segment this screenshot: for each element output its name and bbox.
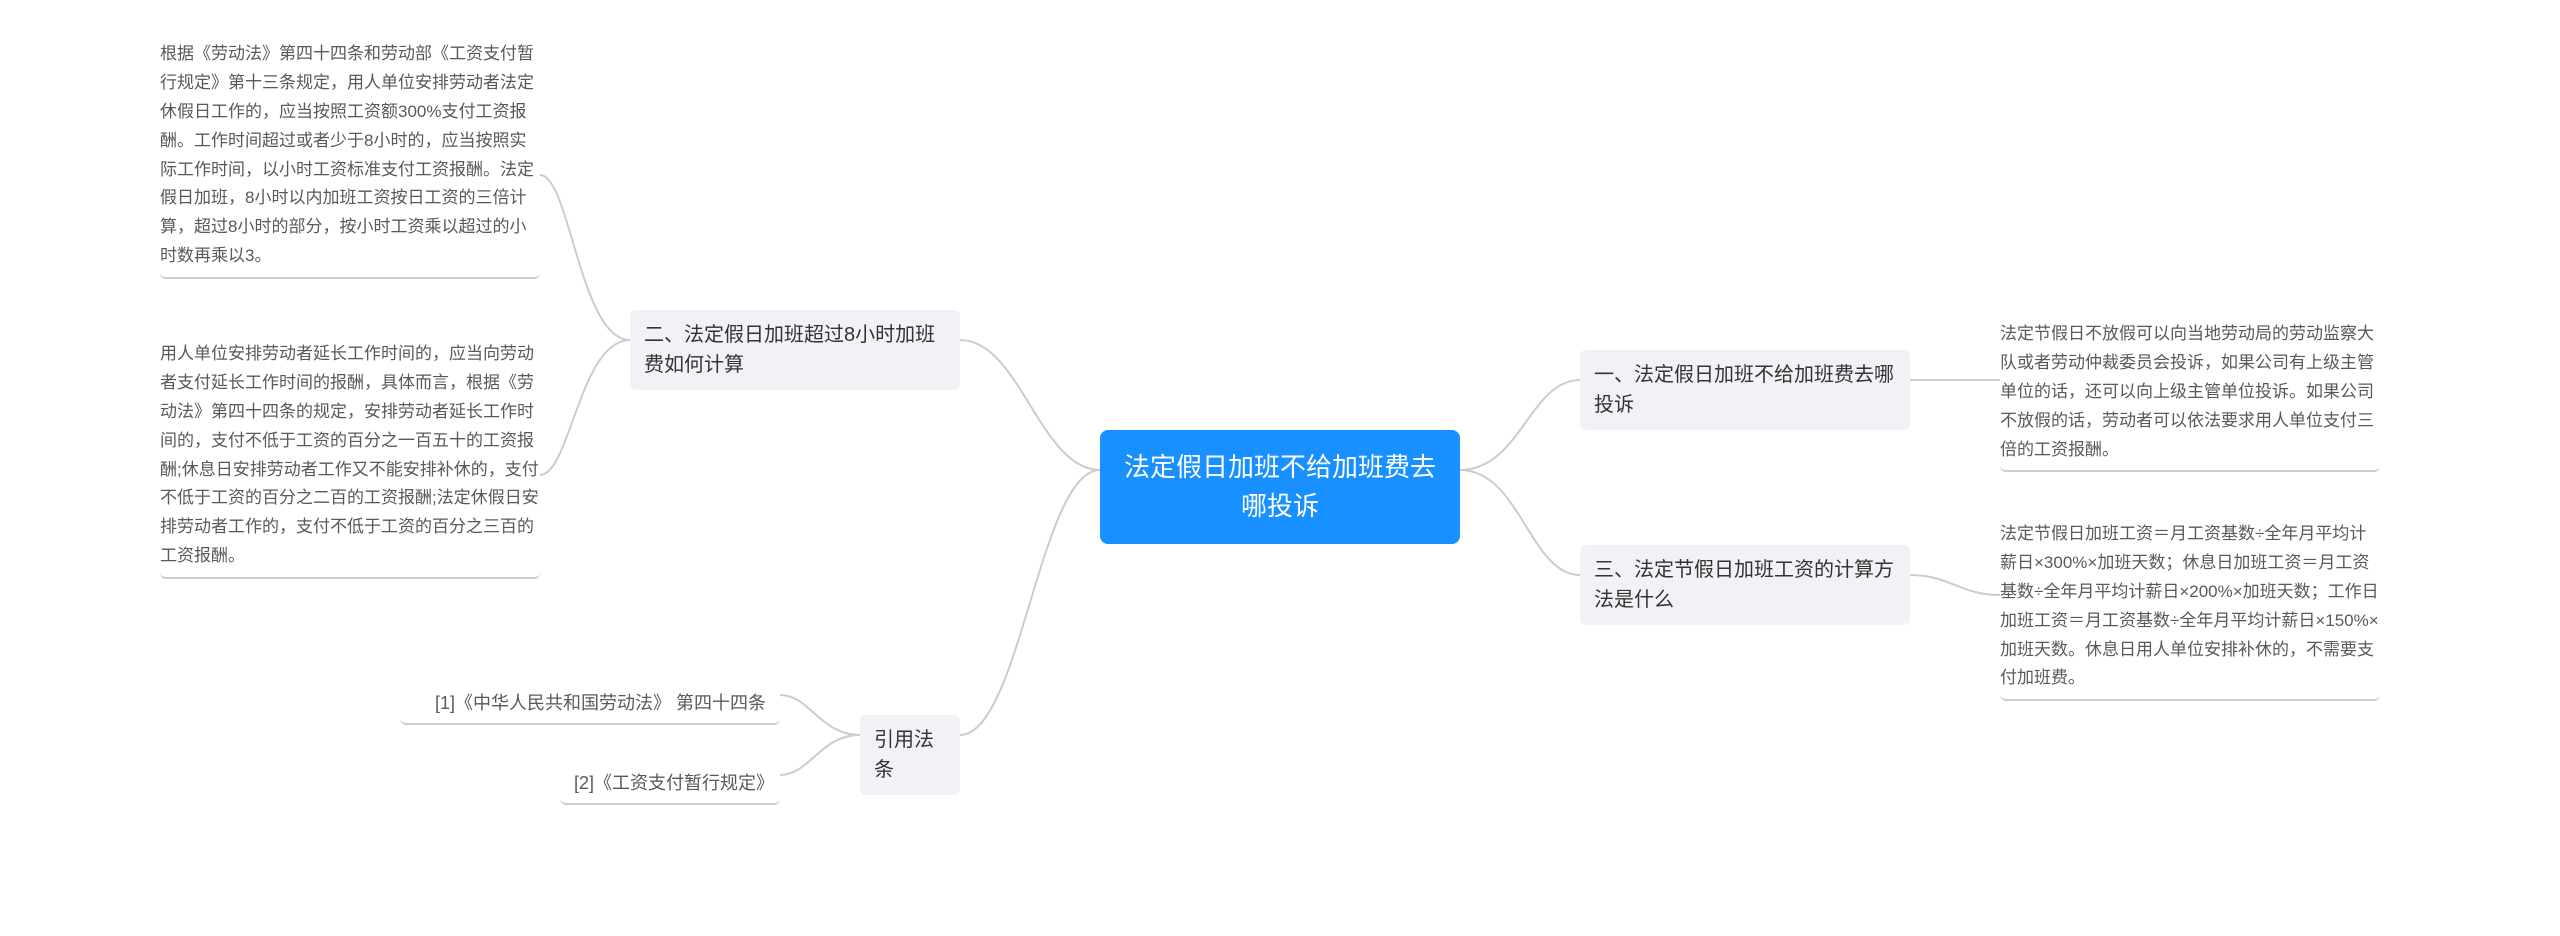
ref-1: [1]《中华人民共和国劳动法》 第四十四条 — [400, 680, 780, 725]
branch-ref: 引用法条 — [860, 715, 960, 795]
branch-2-leaf-2-text: 用人单位安排劳动者延长工作时间的，应当向劳动者支付延长工作时间的报酬，具体而言，… — [160, 344, 539, 565]
branch-3-title: 三、法定节假日加班工资的计算方法是什么 — [1594, 559, 1894, 611]
ref-2-text: [2]《工资支付暂行规定》 — [574, 773, 774, 793]
branch-2: 二、法定假日加班超过8小时加班费如何计算 — [630, 310, 960, 390]
center-title: 法定假日加班不给加班费去哪投诉 — [1124, 452, 1436, 521]
branch-3-leaf-1: 法定节假日加班工资＝月工资基数÷全年月平均计薪日×300%×加班天数；休息日加班… — [2000, 520, 2380, 701]
branch-2-leaf-1-text: 根据《劳动法》第四十四条和劳动部《工资支付暂行规定》第十三条规定，用人单位安排劳… — [160, 44, 534, 265]
branch-3-leaf-1-text: 法定节假日加班工资＝月工资基数÷全年月平均计薪日×300%×加班天数；休息日加班… — [2000, 524, 2379, 687]
ref-2: [2]《工资支付暂行规定》 — [560, 760, 780, 805]
branch-3: 三、法定节假日加班工资的计算方法是什么 — [1580, 545, 1910, 625]
branch-1: 一、法定假日加班不给加班费去哪投诉 — [1580, 350, 1910, 430]
center-node: 法定假日加班不给加班费去哪投诉 — [1100, 430, 1460, 544]
branch-2-leaf-2: 用人单位安排劳动者延长工作时间的，应当向劳动者支付延长工作时间的报酬，具体而言，… — [160, 340, 540, 579]
branch-2-leaf-1: 根据《劳动法》第四十四条和劳动部《工资支付暂行规定》第十三条规定，用人单位安排劳… — [160, 40, 540, 279]
branch-ref-title: 引用法条 — [874, 729, 934, 781]
branch-1-leaf-1-text: 法定节假日不放假可以向当地劳动局的劳动监察大队或者劳动仲裁委员会投诉，如果公司有… — [2000, 324, 2374, 459]
branch-2-title: 二、法定假日加班超过8小时加班费如何计算 — [644, 324, 935, 376]
branch-1-title: 一、法定假日加班不给加班费去哪投诉 — [1594, 364, 1894, 416]
branch-1-leaf-1: 法定节假日不放假可以向当地劳动局的劳动监察大队或者劳动仲裁委员会投诉，如果公司有… — [2000, 320, 2380, 472]
ref-1-text: [1]《中华人民共和国劳动法》 第四十四条 — [435, 693, 766, 713]
